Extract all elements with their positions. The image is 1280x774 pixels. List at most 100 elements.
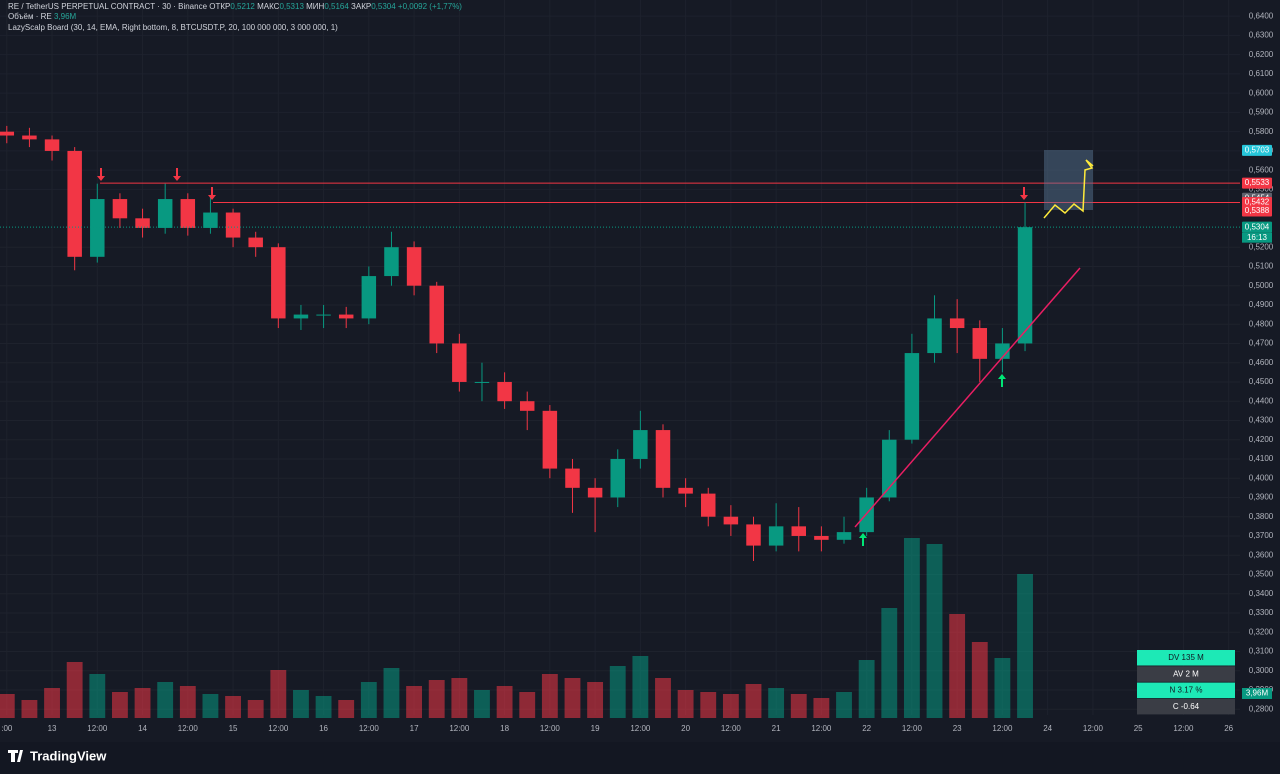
volume-bar [451, 678, 468, 718]
y-tick-label: 0,5900 [1249, 108, 1274, 117]
arrow [173, 168, 181, 181]
board-text: DV 135 M [1168, 653, 1204, 662]
y-tick-label: 0,4900 [1249, 300, 1274, 309]
y-tick-label: 0,5000 [1249, 281, 1274, 290]
board-cell [1137, 698, 1235, 715]
arrow [97, 168, 105, 181]
board-cell [1137, 666, 1235, 682]
y-tick-label: 0,6100 [1249, 69, 1274, 78]
candle-body [1017, 227, 1033, 344]
volume-bar [541, 674, 558, 718]
x-tick-label: 12:00 [268, 724, 289, 733]
volume-bar [745, 684, 762, 718]
y-tick-label: 0,5800 [1249, 127, 1274, 136]
board-cell [1137, 682, 1235, 699]
footer [0, 742, 1280, 774]
y-tick-label: 0,5100 [1249, 262, 1274, 271]
volume-bar [21, 700, 38, 718]
volume-bar [44, 688, 60, 718]
x-tick-label: :00 [1, 724, 13, 733]
board-text: AV 2 M [1173, 669, 1199, 678]
candle-body [0, 131, 15, 136]
board-text: C -0.64 [1173, 702, 1200, 711]
price-tag [1242, 197, 1272, 209]
volume-bar [632, 656, 649, 718]
x-tick-label: 18 [500, 724, 509, 733]
price-axis: 0,6400 0,6300 0,6200 0,6100 0,6000 0,5900 0,58… [1242, 11, 1274, 713]
candle-body [180, 199, 196, 228]
volume-legend: Объём · RE 3,96M [8, 12, 77, 21]
volume-bar [790, 694, 807, 718]
y-tick-label: 0,5200 [1249, 242, 1274, 251]
volume-bar [722, 694, 739, 718]
candle-body [859, 497, 874, 533]
volume-bar [202, 694, 219, 718]
volume-bar [1017, 574, 1033, 718]
x-tick-label: 12:00 [902, 724, 923, 733]
brand: TradingView [30, 748, 107, 763]
volume-bar [315, 696, 332, 718]
y-tick-label: 0,4200 [1249, 435, 1274, 444]
time-axis: :00 13 12:00 14 12:00 15 12:00 16 12:00 17 12:00 18… [1, 724, 1233, 733]
up-arrows [859, 374, 1006, 546]
candle-body [972, 328, 988, 359]
target-box [1044, 150, 1093, 210]
x-tick-label: 12:00 [178, 724, 199, 733]
price-tag-label: 0,5703 [1245, 145, 1270, 154]
board: DV 135 M AV 2 M N 3.17 % C -0.64 [1137, 650, 1235, 715]
candle-body [927, 318, 942, 354]
price-tag [1242, 221, 1272, 233]
arrow [998, 374, 1006, 387]
volume-bar [225, 696, 241, 718]
volume-bar [134, 688, 151, 718]
volume-bar [903, 538, 920, 718]
y-tick-label: 0,3000 [1249, 666, 1274, 675]
candle-body [814, 535, 829, 540]
y-tick-label: 0,3500 [1249, 570, 1274, 579]
candle-body [836, 532, 852, 540]
y-tick-label: 0,6200 [1249, 50, 1274, 59]
y-tick-label: 0,6400 [1249, 11, 1274, 20]
x-tick-label: 14 [138, 724, 147, 733]
volume-bar [0, 694, 15, 718]
price-tag-label: 0,5304 [1245, 222, 1270, 231]
x-tick-label: 12:00 [87, 724, 108, 733]
volume-bar [768, 688, 785, 718]
x-tick-label: 12:00 [1083, 724, 1104, 733]
x-tick-label: 15 [229, 724, 238, 733]
candle-body [723, 516, 739, 525]
y-tick-label: 0,3700 [1249, 531, 1274, 540]
candle-body [587, 487, 603, 498]
x-tick-label: 22 [862, 724, 871, 733]
volume-tag-label: 3,96M [1246, 689, 1269, 698]
trend-line [854, 267, 1081, 528]
volume-bar [926, 544, 943, 718]
y-tick-label: 0,6300 [1249, 31, 1274, 40]
countdown: 16:13 [1247, 233, 1268, 242]
x-tick-label: 23 [953, 724, 962, 733]
y-tick-label: 0,5600 [1249, 165, 1274, 174]
y-tick-label: 0,3200 [1249, 627, 1274, 636]
indicator-legend: LazyScalp Board (30, 14, EMA, Right bott… [8, 23, 338, 32]
volume-bar [383, 668, 400, 718]
candle-body [610, 458, 625, 498]
board-text: N 3.17 % [1170, 686, 1203, 695]
arrow [859, 533, 867, 546]
y-tick-label: 0,4400 [1249, 396, 1274, 405]
y-tick-label: 0,3600 [1249, 550, 1274, 559]
projection-path [1043, 159, 1094, 219]
y-tick-label: 0,4500 [1249, 377, 1274, 386]
candle-body [67, 150, 82, 257]
candle-body [746, 524, 761, 546]
y-tick-label: 0,4700 [1249, 339, 1274, 348]
arrow [1020, 187, 1028, 200]
price-tag-label: 0,5388 [1245, 206, 1270, 215]
volume-bar [564, 678, 581, 718]
candle-body [949, 318, 965, 329]
x-tick-label: 12:00 [449, 724, 470, 733]
candle-body [112, 199, 128, 219]
x-tick-label: 12:00 [630, 724, 651, 733]
candle-body [44, 139, 60, 151]
